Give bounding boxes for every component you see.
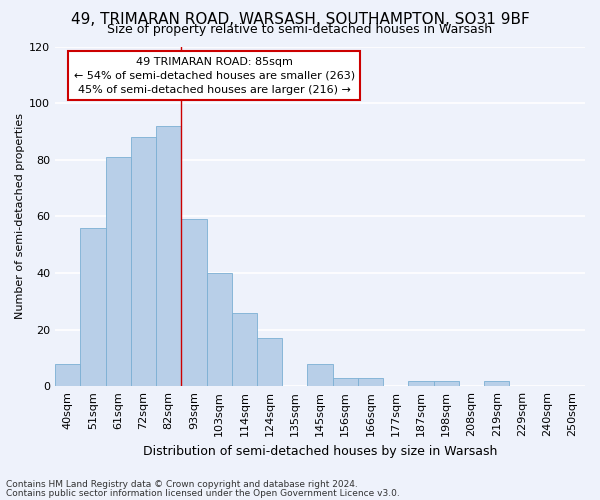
Text: 49, TRIMARAN ROAD, WARSASH, SOUTHAMPTON, SO31 9BF: 49, TRIMARAN ROAD, WARSASH, SOUTHAMPTON,… [71, 12, 529, 28]
Bar [434, 380, 459, 386]
Bar [55, 364, 80, 386]
Y-axis label: Number of semi-detached properties: Number of semi-detached properties [15, 114, 25, 320]
Text: Size of property relative to semi-detached houses in Warsash: Size of property relative to semi-detach… [107, 24, 493, 36]
Bar [307, 364, 332, 386]
Bar [358, 378, 383, 386]
Bar [181, 219, 206, 386]
Bar [131, 137, 156, 386]
Bar [106, 157, 131, 386]
Bar [232, 312, 257, 386]
Text: 49 TRIMARAN ROAD: 85sqm
← 54% of semi-detached houses are smaller (263)
45% of s: 49 TRIMARAN ROAD: 85sqm ← 54% of semi-de… [74, 56, 355, 94]
X-axis label: Distribution of semi-detached houses by size in Warsash: Distribution of semi-detached houses by … [143, 444, 497, 458]
Bar [206, 273, 232, 386]
Bar [156, 126, 181, 386]
Bar [484, 380, 509, 386]
Bar [257, 338, 282, 386]
Bar [409, 380, 434, 386]
Text: Contains HM Land Registry data © Crown copyright and database right 2024.: Contains HM Land Registry data © Crown c… [6, 480, 358, 489]
Text: Contains public sector information licensed under the Open Government Licence v3: Contains public sector information licen… [6, 488, 400, 498]
Bar [332, 378, 358, 386]
Bar [80, 228, 106, 386]
